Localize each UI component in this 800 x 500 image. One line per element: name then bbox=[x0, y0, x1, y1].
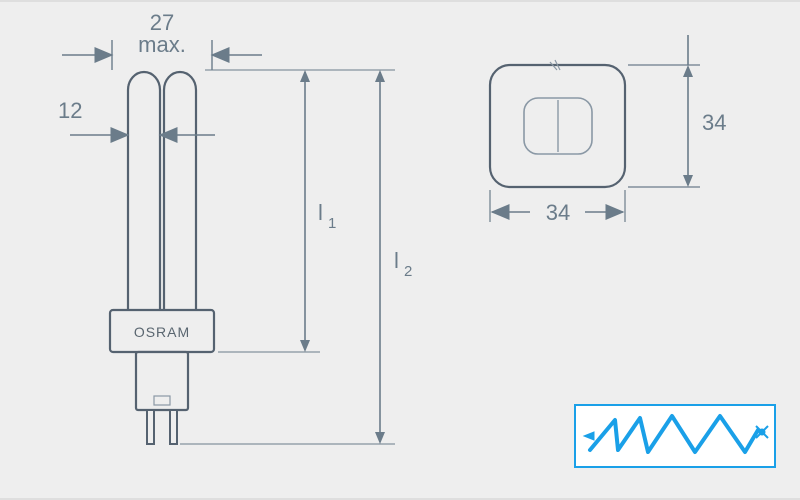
tube-left bbox=[128, 72, 160, 310]
dim-l2-sym: l bbox=[394, 248, 399, 273]
dim-tube-diameter: 12 bbox=[58, 98, 215, 135]
dim-34h: 34 bbox=[702, 110, 726, 135]
watermark-logo bbox=[575, 405, 775, 467]
logo-panel bbox=[575, 405, 775, 467]
dim-l1-sub: 1 bbox=[328, 215, 336, 232]
diagram-svg: OSRAM 27 max. 12 l 1 bbox=[0, 0, 800, 500]
dim-top-width: 27 max. bbox=[62, 10, 262, 70]
dim-l2-sub: 2 bbox=[404, 263, 412, 280]
tube-right bbox=[164, 72, 196, 310]
dim-l1-sym: l bbox=[318, 200, 323, 225]
dim-l2: l 2 bbox=[180, 70, 412, 444]
pin-left bbox=[147, 410, 154, 444]
diagram-page: OSRAM 27 max. 12 l 1 bbox=[0, 0, 800, 500]
dim-top-sub: max. bbox=[138, 32, 186, 57]
neck bbox=[136, 352, 188, 410]
dim-12: 12 bbox=[58, 98, 82, 123]
dim-top-34h: 34 bbox=[628, 35, 726, 187]
top-view bbox=[490, 60, 625, 187]
side-view: OSRAM bbox=[110, 72, 214, 444]
brand-label: OSRAM bbox=[134, 324, 190, 340]
pin-right bbox=[170, 410, 177, 444]
dim-34w: 34 bbox=[546, 200, 570, 225]
dim-top-34w: 34 bbox=[490, 190, 625, 225]
